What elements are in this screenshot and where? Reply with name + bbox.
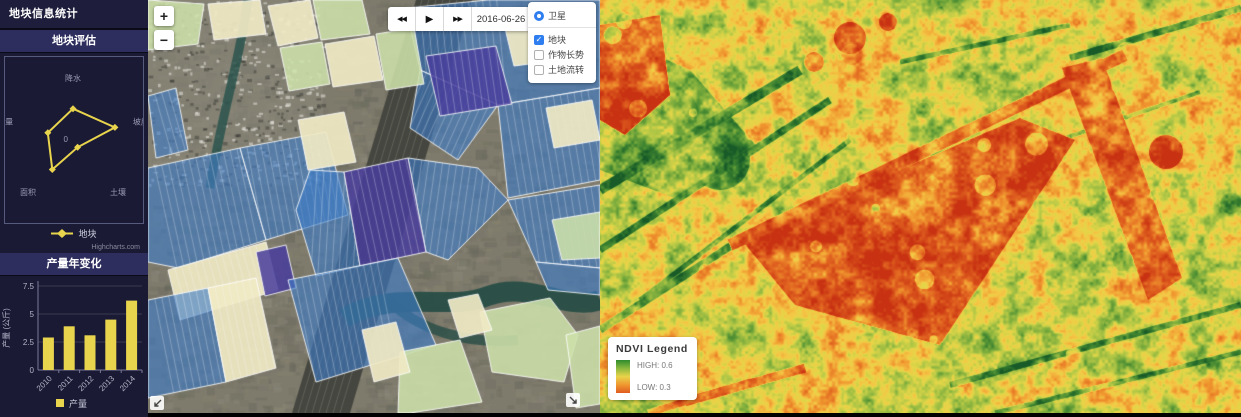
layer-label: 卫星 [548,11,567,21]
bar-chart-panel: 0 2.5 5 7.5 2010 2011 2012 2013 2014 产量 (公斤) 产量 [0,276,148,417]
checkbox-checked-icon[interactable]: ✓ [534,34,544,45]
svg-text:2011: 2011 [56,374,75,393]
expand-icon[interactable] [566,393,580,407]
radar-chart-panel: 降水坡度土壤 面积 产量 0 地块 Highcharts.com [0,53,149,253]
diagonal-arrow-icon [153,399,161,407]
highcharts-credit-link[interactable]: Highcharts.com [91,244,140,251]
ndvi-low-label: LOW: 0.3 [637,383,671,392]
layer-option-checkbox-3[interactable]: 土地流转 [534,63,590,76]
radar-legend-item[interactable]: 地块 [4,224,144,243]
satellite-map[interactable]: + − ◀◀ ▶ ▶▶ 2016-06-26 卫星 ✓ 地块作物长势土地流转 [148,0,600,413]
date-display[interactable]: 2016-06-26 [476,13,526,25]
divider [528,27,596,28]
svg-text:2014: 2014 [118,374,137,393]
ndvi-canvas [600,0,1241,413]
map-zoom-controls: + − [154,6,174,50]
svg-text:2012: 2012 [76,374,95,393]
svg-text:产量 (公斤): 产量 (公斤) [1,308,11,348]
expand-icon[interactable] [150,396,164,410]
ndvi-raster-view: NDVI Legend HIGH: 0.6 LOW: 0.3 [600,0,1241,413]
svg-text:2.5: 2.5 [23,338,35,347]
svg-text:7.5: 7.5 [23,282,35,291]
radar-chart: 降水坡度土壤 面积 产量 0 [0,73,149,197]
ndvi-legend: NDVI Legend HIGH: 0.6 LOW: 0.3 [608,337,697,400]
svg-text:坡度: 坡度 [133,117,143,127]
zoom-out-button[interactable]: − [154,30,174,50]
svg-text:产量: 产量 [69,398,87,409]
sidebar: 地块信息统计 地块评估 降水坡度土壤面积产量0 地块 Highcharts.co… [0,0,149,417]
zoom-in-button[interactable]: + [154,6,174,26]
svg-text:0: 0 [64,135,69,144]
svg-text:5: 5 [30,310,35,319]
layer-option-radio-0[interactable]: 卫星 [534,9,590,22]
diagonal-arrow-icon [569,396,577,404]
fast-forward-button[interactable]: ▶▶ [444,7,472,31]
svg-text:产量: 产量 [5,117,13,127]
ndvi-high-label: HIGH: 0.6 [637,361,673,370]
diamond-marker-icon [51,229,74,238]
timeline-playback-bar: ◀◀ ▶ ▶▶ 2016-06-26 [388,7,530,31]
svg-text:2010: 2010 [35,374,54,393]
map-canvas[interactable] [148,0,600,413]
rewind-button[interactable]: ◀◀ [388,7,416,31]
play-button[interactable]: ▶ [416,7,444,31]
svg-text:2013: 2013 [97,374,116,393]
svg-text:面积: 面积 [20,187,36,197]
sidebar-title: 地块信息统计 [0,0,148,30]
checkbox-unchecked-icon[interactable] [534,64,544,75]
layer-control-panel: 卫星 ✓ 地块作物长势土地流转 [528,2,596,83]
layer-option-checkbox-2[interactable]: 作物长势 [534,48,590,61]
bar-chart: 0 2.5 5 7.5 2010 2011 2012 2013 2014 产量 (公斤) 产量 [1,281,143,409]
bar-panel-title: 产量年变化 [0,253,148,276]
svg-text:土壤: 土壤 [110,187,126,197]
radar-panel-title: 地块评估 [0,30,148,53]
layer-option-checkbox-1[interactable]: ✓ 地块 [534,33,590,46]
checkbox-unchecked-icon[interactable] [534,49,544,60]
radar-chart-frame: 降水坡度土壤 面积 产量 0 [0,56,149,224]
layer-label: 地块 [548,35,567,45]
radio-checked-icon[interactable] [534,10,544,21]
ndvi-gradient-bar [616,360,630,393]
svg-text:0: 0 [30,366,35,375]
svg-text:降水: 降水 [65,73,81,83]
layer-label: 土地流转 [548,65,585,75]
ndvi-legend-title: NDVI Legend [616,343,688,355]
layer-label: 作物长势 [548,50,585,60]
radar-legend-label: 地块 [78,229,97,239]
